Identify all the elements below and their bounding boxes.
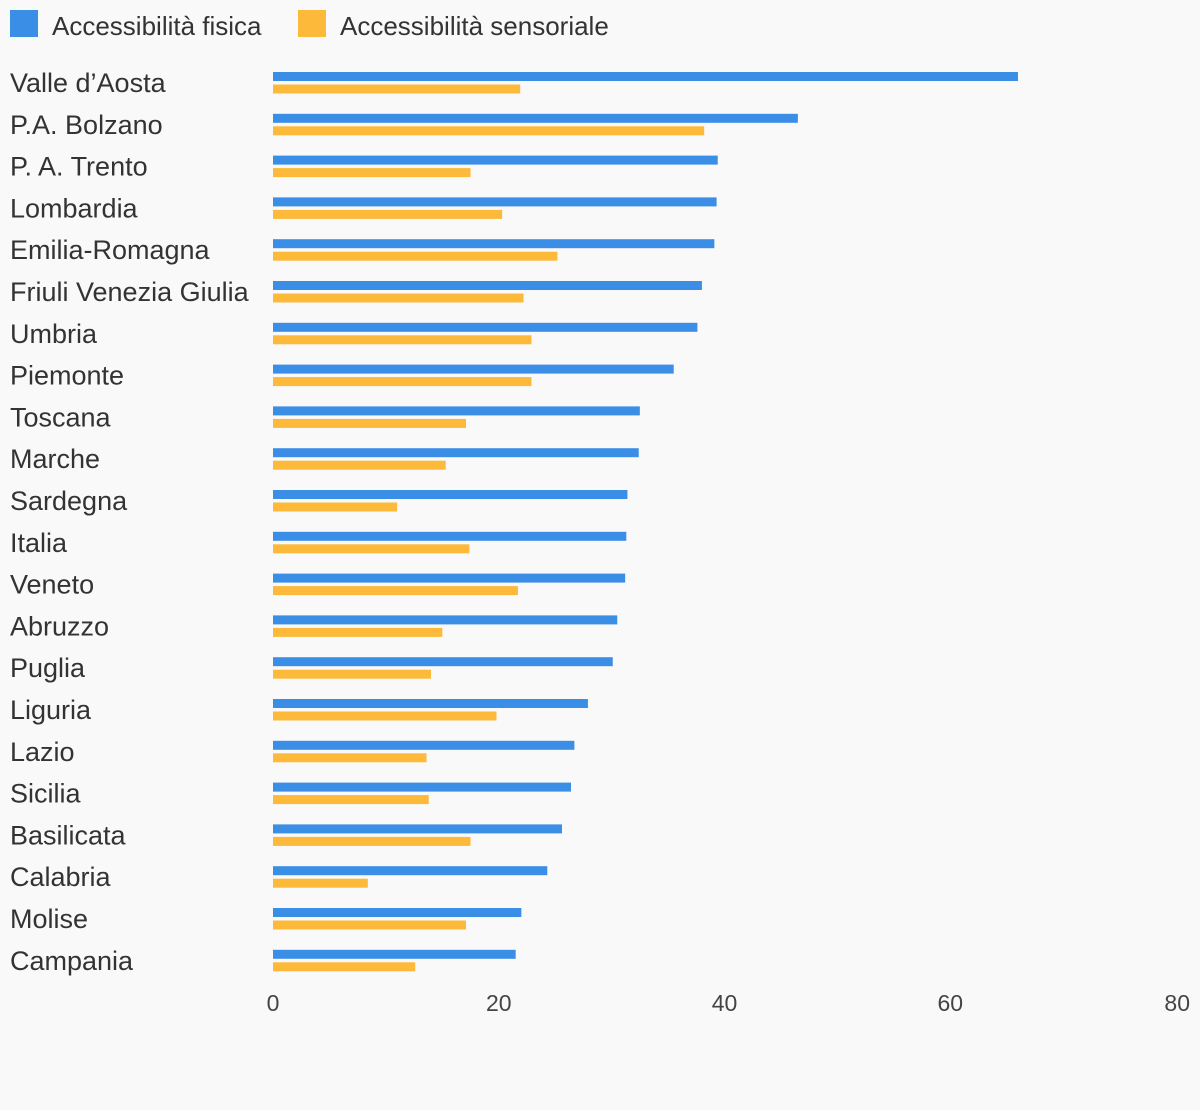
bar-accessibilita-fisica: [273, 72, 1018, 81]
bar-accessibilita-fisica: [273, 490, 628, 499]
bar-accessibilita-sensoriale: [273, 544, 470, 554]
category-label: Friuli Venezia Giulia: [10, 277, 250, 307]
bar-accessibilita-fisica: [273, 866, 548, 876]
bar-accessibilita-sensoriale: [273, 878, 368, 888]
bar-accessibilita-fisica: [273, 699, 588, 708]
bar-accessibilita-sensoriale: [273, 84, 521, 94]
bar-accessibilita-sensoriale: [273, 418, 467, 428]
category-label: Marche: [10, 444, 100, 474]
category-label: Sardegna: [10, 486, 128, 516]
bar-accessibilita-sensoriale: [273, 209, 503, 219]
bar-accessibilita-sensoriale: [273, 251, 558, 261]
bar-accessibilita-fisica: [273, 949, 516, 959]
legend-label-sensoriale: Accessibilità sensoriale: [340, 11, 609, 41]
bar-accessibilita-sensoriale: [273, 669, 432, 679]
bar-accessibilita-fisica: [273, 155, 718, 165]
x-axis-ticks: 0 20 40 60 80: [267, 990, 1190, 1016]
category-label: Veneto: [10, 570, 94, 600]
legend-swatch-sensoriale: [298, 10, 326, 37]
category-label: Valle d’Aosta: [10, 68, 167, 98]
bar-accessibilita-sensoriale: [273, 753, 427, 763]
bar-accessibilita-sensoriale: [273, 920, 467, 930]
bar-accessibilita-sensoriale: [273, 335, 532, 345]
category-label: Piemonte: [10, 361, 124, 391]
bar-accessibilita-sensoriale: [273, 126, 705, 136]
bar-accessibilita-fisica: [273, 239, 715, 249]
legend-label-fisica: Accessibilità fisica: [52, 11, 262, 41]
category-label: P. A. Trento: [10, 152, 148, 182]
category-label: Toscana: [10, 402, 112, 432]
x-tick-label: 0: [267, 990, 280, 1016]
bar-accessibilita-sensoriale: [273, 377, 532, 387]
bar-accessibilita-fisica: [273, 573, 626, 583]
category-label: Umbria: [10, 319, 98, 349]
bar-accessibilita-fisica: [273, 782, 571, 792]
bar-accessibilita-fisica: [273, 322, 698, 332]
bar-accessibilita-fisica: [273, 908, 522, 917]
bar-accessibilita-fisica: [273, 113, 798, 123]
category-label: Italia: [10, 528, 68, 558]
bar-accessibilita-sensoriale: [273, 962, 416, 972]
x-tick-label: 20: [486, 990, 512, 1016]
category-label: Abruzzo: [10, 611, 109, 641]
bar-accessibilita-fisica: [273, 281, 702, 290]
bar-accessibilita-sensoriale: [273, 502, 398, 512]
bar-accessibilita-fisica: [273, 824, 562, 834]
bar-accessibilita-sensoriale: [273, 460, 446, 470]
x-tick-label: 60: [937, 990, 963, 1016]
category-label: Puglia: [10, 653, 86, 683]
bar-accessibilita-fisica: [273, 531, 627, 541]
bar-accessibilita-sensoriale: [273, 795, 429, 805]
category-label: Campania: [10, 946, 134, 976]
bar-accessibilita-sensoriale: [273, 836, 471, 846]
category-label: Sicilia: [10, 779, 82, 809]
bars: [273, 72, 1018, 972]
category-label: Calabria: [10, 862, 112, 892]
category-label: Lazio: [10, 737, 75, 767]
bar-accessibilita-sensoriale: [273, 711, 497, 721]
bar-accessibilita-sensoriale: [273, 586, 518, 596]
bar-accessibilita-sensoriale: [273, 168, 471, 178]
x-tick-label: 40: [712, 990, 738, 1016]
bar-accessibilita-fisica: [273, 364, 674, 374]
chart-legend: Accessibilità fisica Accessibilità senso…: [10, 10, 609, 41]
category-label: Emilia-Romagna: [10, 235, 211, 265]
bar-accessibilita-sensoriale: [273, 293, 524, 303]
x-tick-label: 80: [1164, 990, 1190, 1016]
bar-accessibilita-fisica: [273, 197, 717, 207]
category-label: Basilicata: [10, 820, 127, 850]
category-label: Liguria: [10, 695, 92, 725]
category-label: P.A. Bolzano: [10, 110, 163, 140]
category-label: Lombardia: [10, 193, 139, 223]
bar-accessibilita-fisica: [273, 406, 640, 416]
bar-accessibilita-fisica: [273, 615, 618, 625]
category-label: Molise: [10, 904, 88, 934]
bar-accessibilita-fisica: [273, 657, 613, 667]
bar-accessibilita-fisica: [273, 740, 575, 750]
bar-accessibilita-fisica: [273, 448, 639, 458]
legend-swatch-fisica: [10, 10, 38, 37]
category-labels: Valle d’Aosta P.A. Bolzano P. A. Trento Lom…: [10, 68, 250, 976]
bar-accessibilita-sensoriale: [273, 627, 443, 637]
